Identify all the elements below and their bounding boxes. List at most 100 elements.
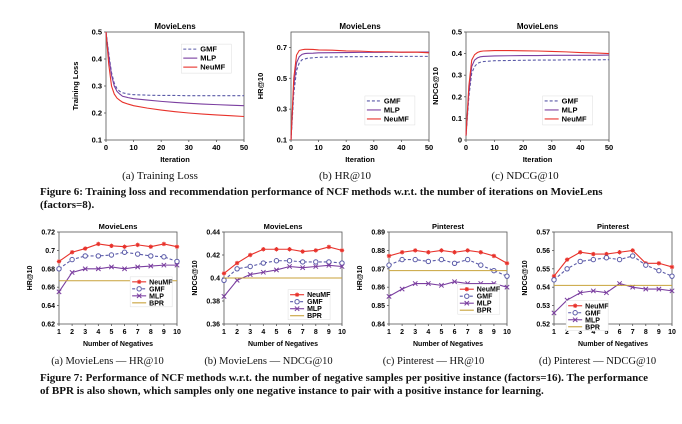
- y-tick-label: 0.3: [452, 71, 462, 80]
- legend-label: NeuMF: [585, 303, 609, 310]
- fig7a-movielens-hr-chart: MovieLens 0.62 0.64 0.66 0.68 0.7 0.72 1 2 3 4 5 6 7 8…: [25, 220, 183, 352]
- y-tick-label: 0.66: [41, 285, 55, 292]
- data-point-neumf: [248, 252, 253, 258]
- data-point-neumf: [261, 247, 266, 252]
- data-point-mlp: [452, 279, 458, 285]
- data-point-gmf: [603, 255, 610, 261]
- x-tick-label: 6: [618, 329, 622, 336]
- x-tick-label: 5: [439, 329, 443, 336]
- data-point-gmf: [95, 253, 102, 259]
- data-point-mlp: [82, 266, 88, 272]
- data-point-mlp: [95, 266, 101, 272]
- series-line-neumf: [388, 249, 508, 264]
- legend-label: NeuMF: [307, 292, 331, 299]
- chart-svg: MovieLens 0.1 0.3 0.5 0.7 0 10 20 30 40 50 Iteratio…: [256, 22, 433, 164]
- x-tick-label: 4: [591, 329, 595, 336]
- x-tick-label: 40: [397, 143, 405, 152]
- data-point-neumf: [591, 251, 596, 257]
- legend-label: NeuMF: [384, 114, 409, 123]
- y-tick-label: 0.44: [206, 230, 220, 237]
- legend-marker: [572, 310, 578, 316]
- series-line-mlp: [105, 31, 245, 107]
- y-tick-label: 0.2: [92, 109, 102, 118]
- x-axis-label: Number of Negatives: [578, 341, 648, 348]
- data-point-mlp: [669, 288, 675, 294]
- x-tick-label: 10: [314, 143, 322, 152]
- data-point-neumf: [465, 248, 470, 253]
- x-tick-label: 10: [490, 143, 498, 152]
- data-point-mlp: [551, 310, 557, 316]
- y-tick-label: 0.2: [452, 92, 462, 101]
- fig6b-sublabel: (b) HR@10: [319, 170, 371, 182]
- legend-label: MLP: [200, 54, 216, 63]
- chart-title: MovieLens: [154, 22, 196, 31]
- chart-svg: MovieLens 0 0.1 0.2 0.3 0.4 0.5 0 10 20 30 40 50 Iter…: [431, 22, 613, 164]
- legend-label: BPR: [149, 300, 164, 307]
- chart-svg: Pinterest 0.52 0.53 0.54 0.55 0.56 0.57 1 2 3 4 5 6 7…: [522, 222, 676, 348]
- data-point-neumf: [386, 253, 392, 259]
- y-tick-label: 0.1: [452, 114, 462, 123]
- y-tick-label: 0.1: [277, 136, 287, 145]
- data-point-gmf: [221, 277, 227, 283]
- chart-title: MovieLens: [99, 222, 138, 231]
- x-tick-label: 2: [235, 329, 239, 336]
- data-point-mlp: [339, 263, 345, 270]
- series-neumf: [221, 244, 345, 276]
- data-point-neumf: [339, 248, 345, 253]
- fig7d-sublabel: (d) Pinterest — NDCG@10: [538, 356, 657, 367]
- x-axis-label: Iteration: [345, 155, 375, 164]
- data-point-neumf: [135, 242, 140, 248]
- series-neumf: [56, 241, 180, 264]
- series-neumf: [551, 248, 675, 279]
- data-point-gmf: [643, 262, 649, 268]
- y-axis-label: NDCG@10: [522, 260, 529, 295]
- legend-label: GMF: [585, 310, 601, 317]
- x-tick-label: 6: [288, 329, 292, 336]
- y-tick-label: 0.7: [45, 248, 55, 255]
- data-point-gmf: [386, 262, 392, 268]
- x-tick-label: 40: [212, 143, 220, 152]
- data-point-neumf: [326, 244, 332, 250]
- y-tick-label: 0.72: [41, 230, 55, 237]
- x-tick-label: 7: [136, 329, 140, 336]
- x-tick-label: 7: [466, 329, 470, 336]
- x-tick-label: 5: [274, 329, 278, 336]
- x-tick-label: 9: [657, 329, 661, 336]
- data-point-neumf: [630, 248, 635, 253]
- y-tick-label: 0.54: [536, 285, 550, 292]
- data-point-gmf: [669, 273, 675, 279]
- fig7b-sublabel: (b) MovieLens — NDCG@10: [204, 356, 333, 367]
- data-point-mlp: [300, 265, 306, 271]
- data-point-neumf: [604, 251, 609, 257]
- y-tick-label: 0.87: [371, 266, 385, 273]
- chart-svg: Pinterest 0.84 0.85 0.86 0.87 0.88 0.89 1 2 3 4 5 6 7…: [357, 222, 511, 348]
- legend-label: MLP: [562, 105, 578, 114]
- data-point-mlp: [603, 290, 609, 296]
- series-line-neumf: [105, 31, 245, 118]
- data-point-gmf: [260, 260, 267, 266]
- data-point-gmf: [577, 258, 583, 265]
- y-tick-label: 0.5: [452, 28, 462, 37]
- legend-marker: [136, 286, 142, 292]
- series-gmf: [551, 253, 675, 283]
- data-point-neumf: [83, 246, 88, 251]
- data-point-neumf: [669, 264, 675, 270]
- x-tick-label: 10: [129, 143, 137, 152]
- data-point-mlp: [174, 262, 180, 268]
- x-tick-label: 0: [104, 143, 108, 152]
- legend-label: BPR: [307, 313, 322, 320]
- data-point-mlp: [234, 277, 240, 283]
- y-axis-label: HR@10: [256, 73, 265, 100]
- x-tick-label: 1: [57, 329, 61, 336]
- data-point-mlp: [221, 293, 227, 299]
- data-point-mlp: [504, 284, 510, 290]
- x-axis-label: Iteration: [523, 155, 553, 164]
- data-point-gmf: [339, 260, 345, 266]
- x-tick-label: 20: [342, 143, 350, 152]
- fig7b-movielens-ndcg-chart: MovieLens 0.36 0.38 0.4 0.42 0.44 1 2 3 4 5 6 7 8 9 10 N…: [190, 220, 348, 352]
- data-point-neumf: [551, 273, 557, 279]
- x-tick-label: 20: [157, 143, 165, 152]
- y-tick-label: 0.36: [206, 322, 220, 329]
- x-tick-label: 10: [338, 329, 346, 336]
- data-point-gmf: [108, 252, 115, 258]
